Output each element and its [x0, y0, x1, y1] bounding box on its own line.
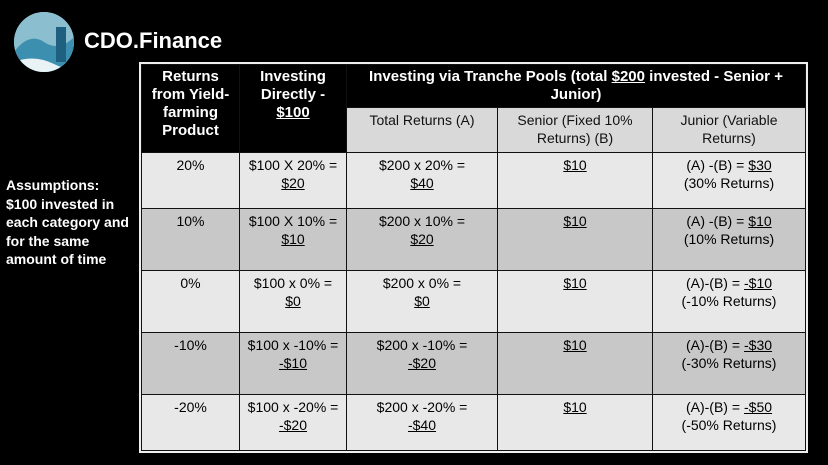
calc-cell: $100 X 10% = $10	[239, 208, 347, 271]
calc-result: $40	[410, 175, 434, 191]
calc-result: $0	[285, 293, 301, 309]
header-text: Returns from Yield-farming Product	[151, 68, 230, 139]
calc-cell: $200 x -10% = -$20	[346, 332, 498, 395]
calc-text: $100 X 20% =	[248, 157, 338, 173]
calc-result: -$10	[278, 355, 308, 371]
header-text: Investing via Tranche Pools (total	[369, 68, 608, 85]
table-row: -20% $100 x -20% = -$20 $200 x -20% = -$40 $1…	[141, 394, 806, 451]
junior-result: -$50	[744, 399, 773, 415]
calc-result: -$20	[278, 417, 308, 433]
junior-percent: (30% Returns)	[683, 175, 775, 191]
yield-cell: -20%	[141, 394, 240, 451]
calc-text: $200 x -10% =	[376, 337, 468, 353]
calc-text: $200 x 20% =	[378, 157, 465, 173]
junior-cell: (A)-(B) = -$10 (-10% Returns)	[652, 270, 806, 333]
assumptions: Assumptions: $100 invested in each categ…	[6, 177, 129, 267]
table-frame: Returns from Yield-farming Product Inves…	[139, 62, 808, 453]
senior-value: $10	[563, 399, 587, 415]
senior-cell: $10	[497, 270, 653, 333]
table-row: 10% $100 X 10% = $10 $200 x 10% = $20 $10 (A) …	[141, 208, 806, 271]
table-row: 0% $100 x 0% = $0 $200 x 0% = $0 $10 (A)-(B) =…	[141, 270, 806, 333]
subheader-cell: Junior (Variable Returns)	[652, 107, 806, 153]
senior-value: $10	[563, 157, 587, 173]
header-text: invested - Senior + Junior)	[550, 68, 783, 103]
yield-cell: -10%	[141, 332, 240, 395]
calc-text: $200 x -20% =	[376, 399, 468, 415]
calc-result: -$40	[407, 417, 437, 433]
junior-result: -$30	[744, 337, 773, 353]
senior-cell: $10	[497, 394, 653, 451]
calc-cell: $200 x 10% = $20	[346, 208, 498, 271]
junior-formula: (A)-(B) =	[685, 275, 741, 291]
calc-result: $20	[281, 175, 305, 191]
senior-value: $10	[563, 275, 587, 291]
calc-text: $100 x 0% =	[253, 275, 333, 291]
calc-cell: $200 x -20% = -$40	[346, 394, 498, 451]
senior-value: $10	[563, 213, 587, 229]
junior-cell: (A) -(B) = $10 (10% Returns)	[652, 208, 806, 271]
calc-text: $100 X 10% =	[248, 213, 338, 229]
senior-value: $10	[563, 337, 587, 353]
senior-cell: $10	[497, 208, 653, 271]
calc-result: $10	[281, 231, 305, 247]
header-amount: $100	[276, 104, 310, 121]
calc-cell: $200 x 0% = $0	[346, 270, 498, 333]
yield-cell: 10%	[141, 208, 240, 271]
header-text: Investing Directly -	[260, 68, 326, 103]
calc-cell: $100 X 20% = $20	[239, 152, 347, 209]
junior-cell: (A)-(B) = -$30 (-30% Returns)	[652, 332, 806, 395]
junior-cell: (A) -(B) = $30 (30% Returns)	[652, 152, 806, 209]
junior-percent: (-50% Returns)	[681, 417, 777, 433]
header-cell: Investing via Tranche Pools (total $200 …	[346, 64, 806, 108]
calc-cell: $100 x -10% = -$10	[239, 332, 347, 395]
junior-formula: (A)-(B) =	[685, 337, 741, 353]
calc-result: $0	[414, 293, 430, 309]
calc-cell: $100 x 0% = $0	[239, 270, 347, 333]
junior-formula: (A)-(B) =	[685, 399, 741, 415]
subheader-cell: Total Returns (A)	[346, 107, 498, 153]
header-cell: Returns from Yield-farming Product	[141, 64, 240, 153]
yield-cell: 0%	[141, 270, 240, 333]
brand: CDO.Finance	[84, 28, 223, 53]
senior-cell: $10	[497, 332, 653, 395]
junior-percent: (-30% Returns)	[681, 355, 777, 371]
junior-formula: (A) -(B) =	[686, 157, 745, 173]
logo	[14, 12, 74, 72]
table: Returns from Yield-farming Product Inves…	[141, 64, 806, 451]
senior-cell: $10	[497, 152, 653, 209]
junior-percent: (10% Returns)	[683, 231, 775, 247]
header-amount: $200	[611, 68, 645, 85]
junior-cell: (A)-(B) = -$50 (-50% Returns)	[652, 394, 806, 451]
yield-cell: 20%	[141, 152, 240, 209]
junior-percent: (-10% Returns)	[681, 293, 777, 309]
logo-art	[14, 12, 74, 72]
calc-result: -$20	[407, 355, 437, 371]
subheader-cell: Senior (Fixed 10% Returns) (B)	[497, 107, 653, 153]
calc-cell: $100 x -20% = -$20	[239, 394, 347, 451]
junior-result: $30	[748, 157, 772, 173]
junior-result: $10	[748, 213, 772, 229]
calc-text: $100 x -20% =	[247, 399, 339, 415]
calc-result: $20	[410, 231, 434, 247]
table-row: 20% $100 X 20% = $20 $200 x 20% = $40 $10 (A) …	[141, 152, 806, 209]
table-body: 20% $100 X 20% = $20 $200 x 20% = $40 $10 (A) …	[141, 152, 806, 451]
table-row: -10% $100 x -10% = -$10 $200 x -10% = -$20 $1…	[141, 332, 806, 395]
calc-text: $200 x 10% =	[378, 213, 465, 229]
calc-cell: $200 x 20% = $40	[346, 152, 498, 209]
junior-formula: (A) -(B) =	[686, 213, 745, 229]
junior-result: -$10	[744, 275, 773, 291]
header-cell: Investing Directly - $100	[239, 64, 347, 153]
calc-text: $100 x -10% =	[247, 337, 339, 353]
calc-text: $200 x 0% =	[382, 275, 462, 291]
